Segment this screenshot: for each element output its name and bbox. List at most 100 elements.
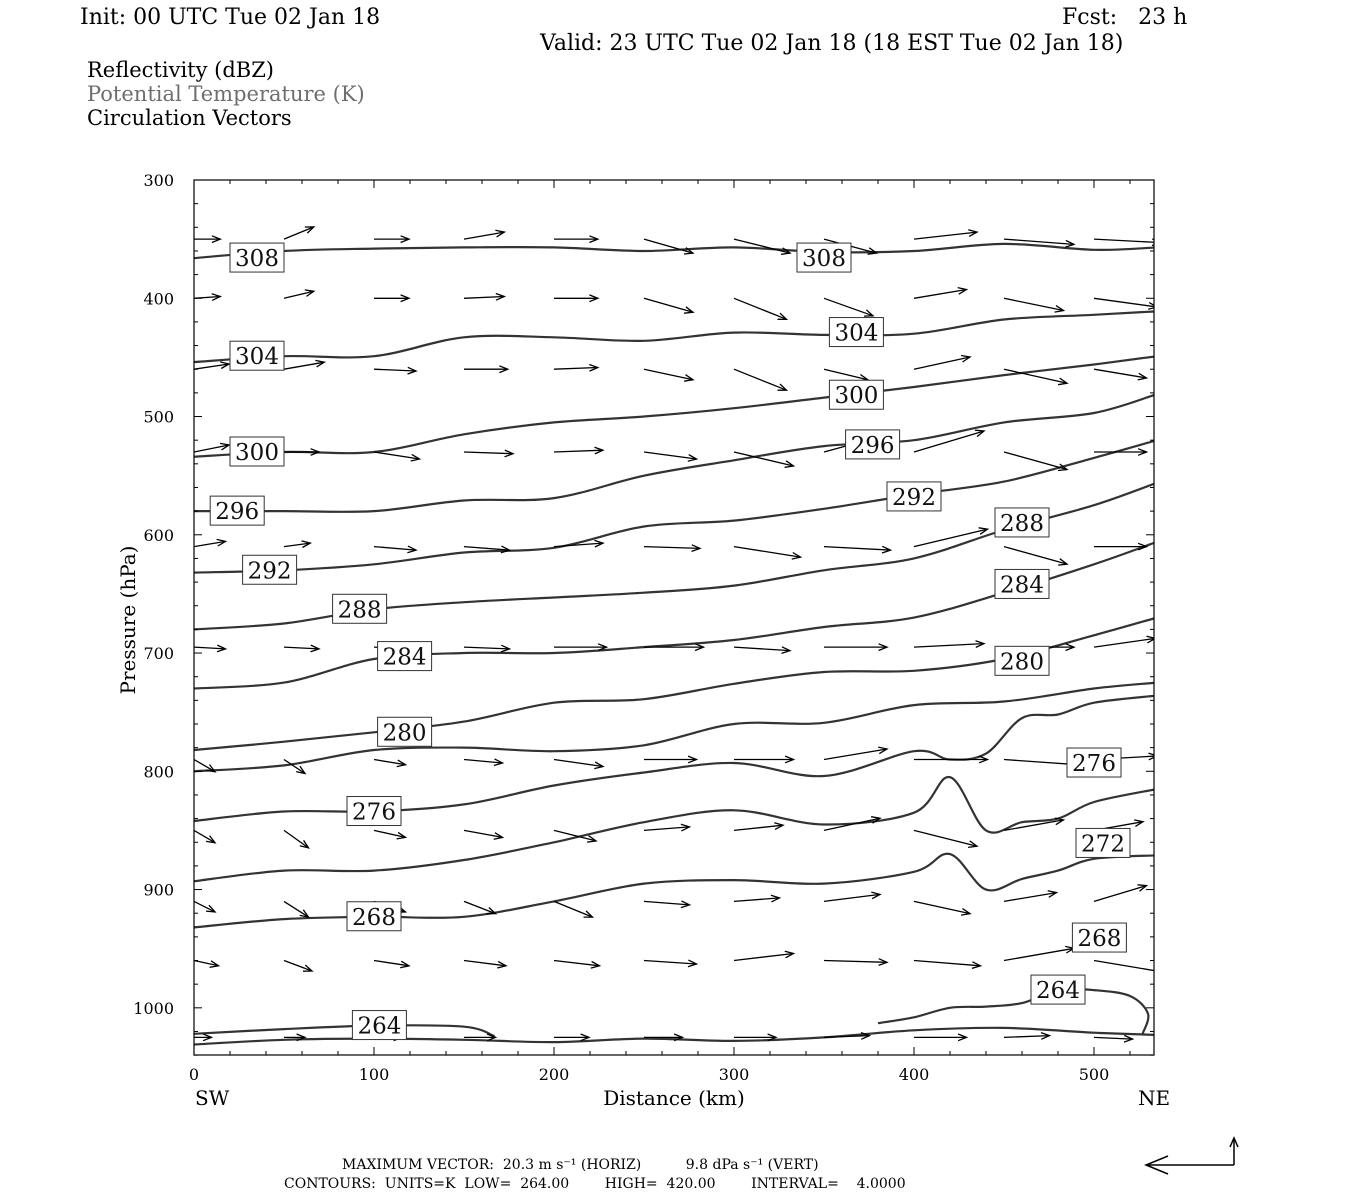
circulation-vector — [1003, 819, 1064, 832]
y-axis-label: Pressure (hPa) — [116, 546, 140, 695]
contour-label-box — [351, 1010, 407, 1041]
circulation-vector — [913, 900, 971, 915]
theta-contour-304-1 — [194, 310, 1154, 364]
contour-label-box — [377, 641, 433, 672]
max-vector-note: MAXIMUM VECTOR: 20.3 m s⁻¹ (HORIZ) 9.8 d… — [342, 1157, 819, 1173]
circulation-vector — [283, 959, 313, 972]
y-tick-label: 800 — [143, 762, 174, 781]
theta-contour-276-8 — [194, 681, 1154, 773]
vector-arrowhead — [1137, 372, 1149, 381]
circulation-vector — [1003, 297, 1064, 312]
circulation-vector — [1157, 449, 1201, 453]
circulation-vector — [463, 646, 510, 650]
legend-circulation-vectors: Circulation Vectors — [87, 106, 292, 130]
x-tick-label: 0 — [189, 1065, 199, 1084]
circulation-vector — [1003, 891, 1057, 903]
vector-arrowhead — [1148, 302, 1154, 310]
vector-arrowhead — [867, 247, 879, 255]
vector-arrowhead — [1146, 635, 1154, 644]
circulation-vector — [1157, 638, 1201, 647]
circulation-vector — [1003, 368, 1068, 384]
vector-arrowhead — [881, 545, 893, 554]
vector-arrowhead — [589, 294, 600, 303]
vector-arrowhead — [296, 1033, 307, 1042]
contour-label-box — [242, 554, 298, 585]
circulation-vector — [1003, 238, 1075, 246]
circulation-vector — [553, 366, 598, 370]
vector-arrowhead — [680, 823, 692, 832]
circulation-vector — [194, 829, 216, 844]
theta-contour-308-0 — [194, 242, 1154, 260]
x-tick-label: 200 — [539, 1065, 570, 1084]
vector-arrowhead — [683, 374, 695, 382]
circulation-vector — [283, 290, 314, 299]
axes-layer: 300 400 500 600 700 800 900 1000 0 100 200 300 400 50… — [116, 171, 1170, 1110]
contour-label-box — [994, 645, 1050, 676]
circulation-vector — [553, 542, 604, 548]
y-tick-label: 700 — [143, 644, 174, 663]
contour-label: 296 — [215, 499, 259, 525]
x-tick-label: 300 — [719, 1065, 750, 1084]
theta-contour-272-10 — [194, 776, 1154, 883]
vector-arrowhead — [499, 365, 510, 374]
circulation-vector — [823, 545, 891, 551]
circulation-vector — [733, 368, 787, 391]
circulation-vector — [1157, 830, 1206, 834]
contour-label: 304 — [235, 344, 279, 370]
contour-label: 292 — [248, 558, 292, 584]
theta-contour-296-3 — [194, 393, 1154, 513]
contour-label-box — [994, 568, 1050, 599]
vector-arrowhead — [1057, 377, 1069, 386]
vector-arrowhead — [219, 442, 231, 451]
contour-label-box — [886, 481, 942, 512]
vector-arrowhead — [1047, 890, 1059, 898]
vector-arrowhead — [691, 544, 702, 553]
x-left-end-label: SW — [195, 1086, 230, 1110]
y-tick-label: 500 — [143, 408, 174, 427]
x-tick-label: 100 — [359, 1065, 390, 1084]
vector-arrowhead — [1134, 819, 1145, 827]
circulation-vector — [194, 900, 216, 913]
vector-arrowhead — [304, 289, 316, 297]
vector-arrowhead — [777, 383, 789, 391]
vector-arrowhead — [770, 894, 782, 903]
vector-arrowhead — [500, 545, 512, 554]
valid-time: Valid: 23 UTC Tue 02 Jan 18 (18 EST Tue … — [540, 31, 1124, 56]
vector-arrowhead — [968, 840, 979, 849]
contour-label: 264 — [357, 1014, 401, 1040]
theta-contour-264-12 — [194, 1024, 495, 1038]
vector-arrowhead — [304, 226, 316, 234]
circulation-vector — [194, 540, 226, 548]
contour-label-box — [796, 242, 852, 273]
circulation-vector — [194, 646, 226, 650]
vector-arrowhead — [784, 950, 796, 959]
circulation-vector — [643, 959, 697, 965]
vector-arrowhead — [870, 816, 882, 824]
circulation-vector — [643, 238, 694, 254]
contour-label: 292 — [892, 485, 936, 511]
contour-label-box — [828, 379, 884, 410]
theta-contour-276-9 — [194, 694, 1154, 823]
vector-arrowhead — [1173, 1034, 1181, 1041]
y-tick-label: 1000 — [133, 999, 174, 1018]
contour-label: 288 — [338, 597, 382, 623]
y-tick-label: 300 — [143, 171, 174, 190]
circulation-vector — [913, 231, 978, 240]
contour-label-box — [346, 796, 402, 827]
vector-arrowhead — [1065, 239, 1076, 248]
forecast-hour: Fcst: 23 h — [1062, 5, 1188, 30]
vector-arrowhead — [1192, 637, 1201, 644]
vector-arrowhead — [587, 835, 598, 843]
theta-contour-264-14 — [194, 1026, 1154, 1046]
circulation-vector — [913, 356, 971, 370]
contour-label-box — [1071, 922, 1127, 953]
circulation-vector — [463, 829, 503, 839]
vector-arrowhead — [863, 309, 875, 317]
vector-arrowhead — [1201, 237, 1210, 244]
vector-arrowhead — [1137, 542, 1149, 551]
circulation-vector — [373, 451, 420, 460]
circulation-vector — [553, 900, 593, 918]
vector-arrowhead — [974, 429, 986, 438]
contour-label: 280 — [1000, 649, 1044, 675]
